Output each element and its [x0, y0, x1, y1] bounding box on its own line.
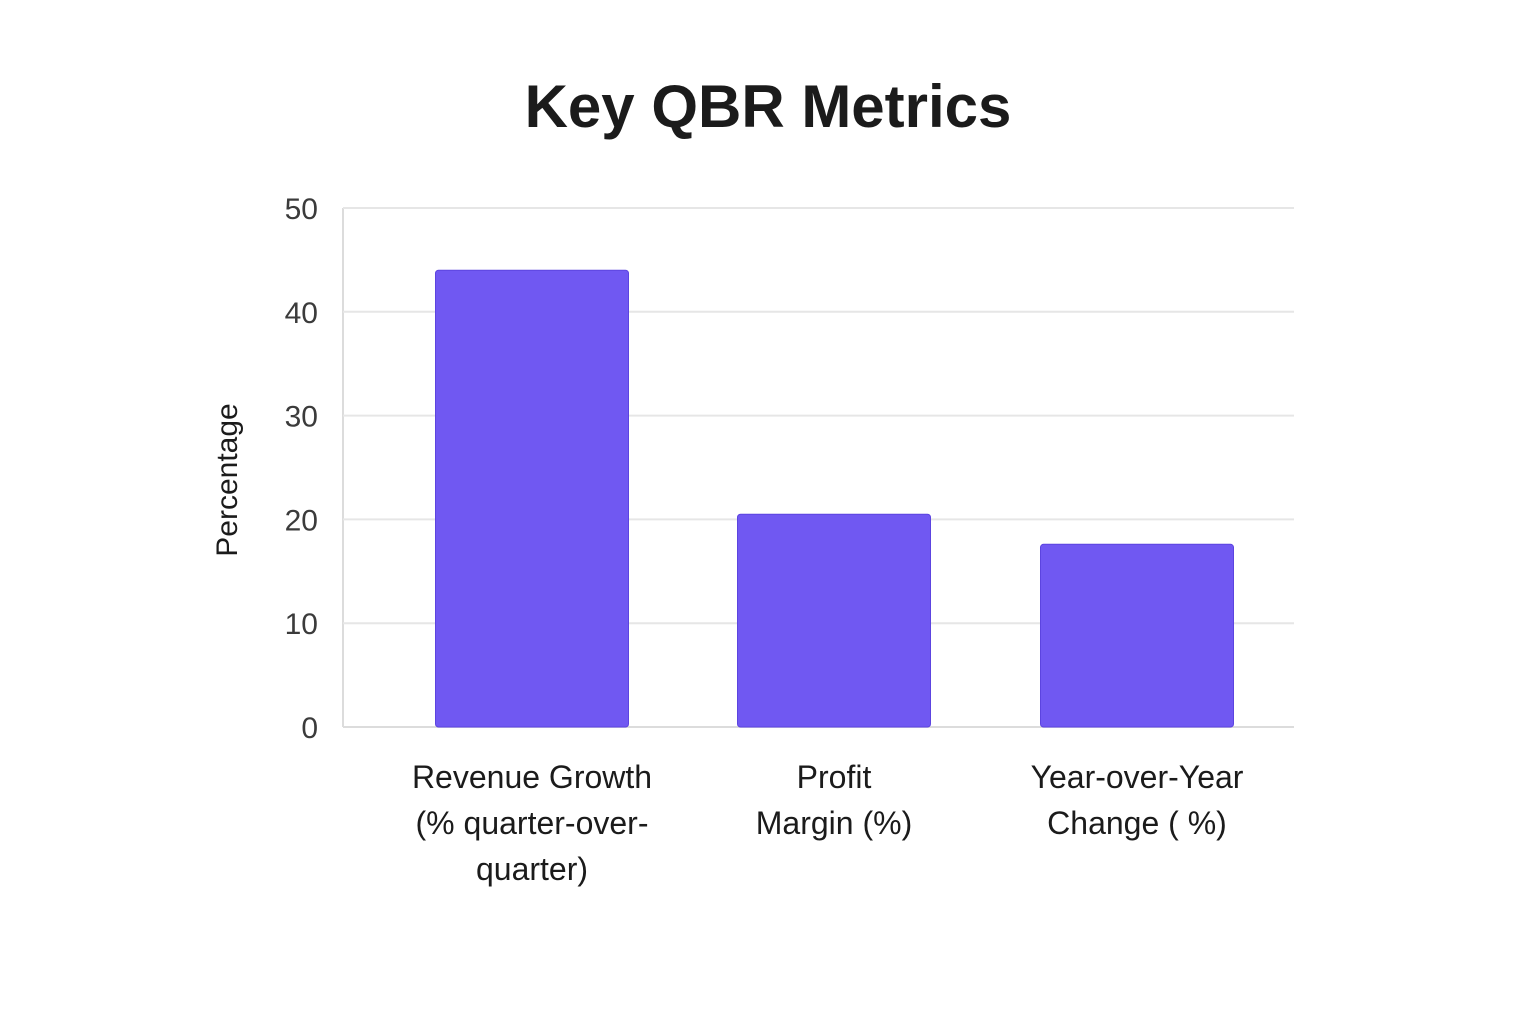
y-tick-labels: 0 10 20 30 40 50 [285, 193, 318, 745]
x-category-label-line: Margin (%) [756, 805, 912, 841]
y-tick-label: 10 [285, 608, 318, 641]
bar [1040, 543, 1234, 728]
bars [435, 269, 1234, 728]
x-category-label-line: Year-over-Year [1031, 759, 1244, 795]
x-category-label-line: Revenue Growth [412, 759, 652, 795]
chart-title: Key QBR Metrics [525, 73, 1012, 140]
y-axis-label: Percentage [211, 403, 244, 556]
y-tick-label: 30 [285, 401, 318, 434]
bar [435, 269, 629, 728]
x-category-label-line: quarter) [476, 851, 588, 887]
y-tick-label: 20 [285, 504, 318, 537]
x-category-label-line: (% quarter-over- [416, 805, 649, 841]
y-tick-label: 40 [285, 297, 318, 330]
x-category-label: Profit Margin (%) [756, 759, 912, 841]
x-category-label-line: Change ( %) [1047, 805, 1227, 841]
x-category-label: Revenue Growth (% quarter-over-quarter) [412, 759, 652, 887]
x-category-label: Year-over-Year Change ( %) [1031, 759, 1244, 841]
y-tick-label: 50 [285, 193, 318, 226]
x-category-label-line: Profit [797, 759, 872, 795]
x-category-labels: Revenue Growth (% quarter-over-quarter) Pr… [412, 759, 1244, 887]
bar [737, 513, 931, 728]
y-tick-label: 0 [301, 712, 318, 745]
